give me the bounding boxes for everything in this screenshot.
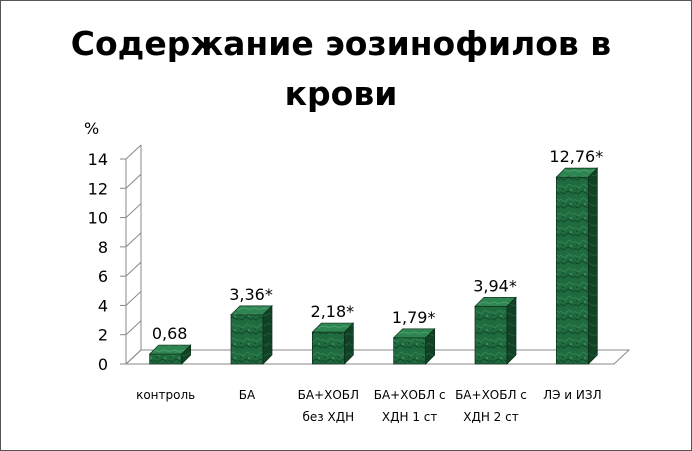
y-tick-label: 2 [98, 326, 108, 345]
bar [392, 327, 436, 365]
bar-top [555, 167, 599, 178]
bar-front [393, 337, 427, 365]
y-gridline-side [125, 232, 142, 248]
x-tick-label: ЛЭ и ИЗЛ [543, 388, 602, 402]
axes: 0 2 4 6 8 10 12 14 [88, 144, 631, 374]
y-tick-label: 0 [98, 355, 108, 374]
y-gridline-side [125, 261, 142, 277]
x-tick-label: контроль [136, 388, 195, 402]
y-tick-label: 8 [98, 238, 108, 257]
y-gridline-side [125, 291, 142, 306]
y-tick-label: 6 [98, 267, 108, 286]
data-label: 2,18* [311, 302, 355, 321]
bars [148, 167, 599, 365]
bar-front [474, 305, 508, 365]
y-gridline-side [125, 349, 142, 365]
y-gridline-side [125, 203, 142, 218]
bar-front [230, 314, 264, 365]
y-tick-label: 4 [98, 296, 108, 315]
y-gridline-side [125, 320, 142, 336]
data-label: 0,68 [152, 324, 188, 343]
bar-top [392, 328, 436, 339]
data-label: 1,79* [392, 308, 436, 327]
bar [474, 296, 517, 365]
y-tick-label: 10 [88, 209, 108, 228]
bar [555, 167, 599, 365]
bar-front [311, 331, 345, 365]
bar-front [555, 176, 589, 365]
bar [311, 322, 355, 365]
chart-title: Содержание эозинофилов в крови [70, 24, 612, 113]
bar-side [587, 167, 598, 365]
x-tick-label: ХДН 1 ст [382, 410, 437, 424]
x-tick-label: без ХДН [303, 410, 355, 424]
bar-side [506, 296, 517, 365]
bar-front [149, 353, 183, 365]
x-tick-label: БА [239, 388, 256, 402]
bar-side [262, 304, 273, 365]
x-tick-label: ХДН 2 ст [463, 410, 518, 424]
bar-top [230, 305, 273, 316]
data-label: 12,76* [549, 147, 603, 166]
labels: 0,68 контроль 3,36* БА 2,18* БА+ХОБЛ без ХДН 1,… [136, 147, 603, 424]
y-axis-label: % [84, 119, 99, 138]
y-tick-label: 14 [88, 150, 108, 169]
bar-top [148, 344, 192, 355]
x-tick-label: БА+ХОБЛ [298, 388, 359, 402]
bar [230, 304, 273, 365]
data-label: 3,94* [473, 276, 517, 295]
floor-plane [124, 349, 631, 365]
bar-top [474, 296, 517, 307]
x-tick-label: БА+ХОБЛ с [374, 388, 446, 402]
y-gridline-side [125, 144, 142, 160]
y-tick-label: 12 [88, 179, 108, 198]
bar-top [311, 322, 355, 333]
data-label: 3,36* [229, 285, 273, 304]
x-tick-label: БА+ХОБЛ с [455, 388, 527, 402]
bar [148, 344, 192, 365]
y-gridline-side [125, 173, 142, 189]
